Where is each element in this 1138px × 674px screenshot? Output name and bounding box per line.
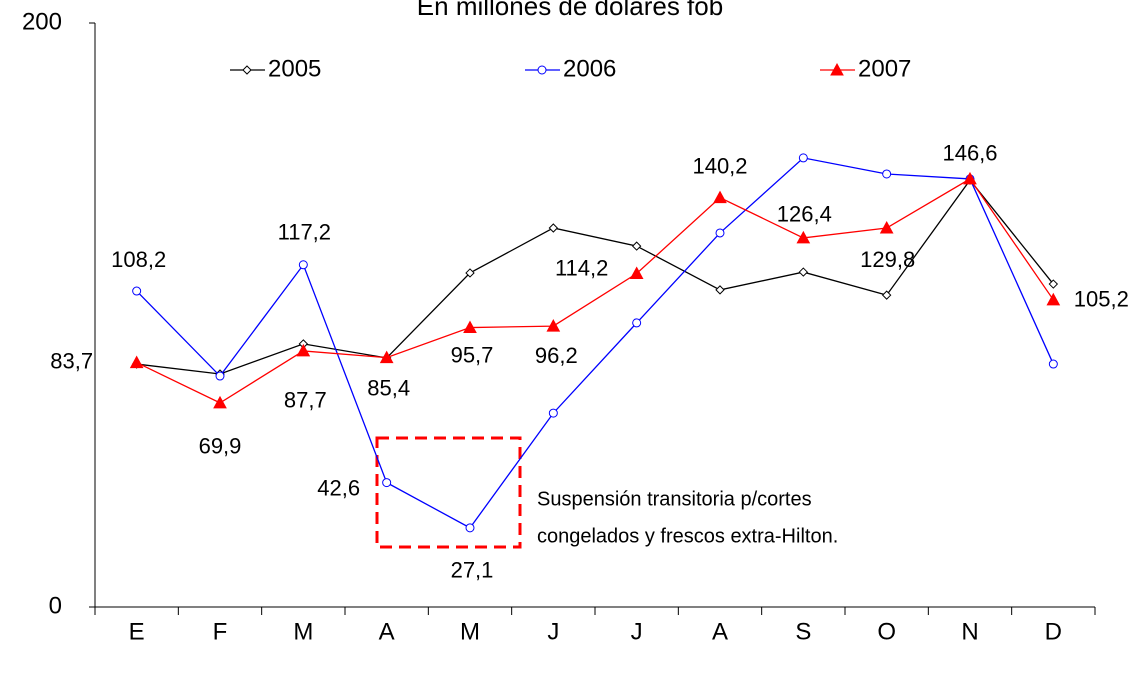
marker <box>537 65 547 75</box>
data-label: 83,7 <box>50 348 93 373</box>
x-tick-label: A <box>379 618 395 645</box>
data-label: 108,2 <box>111 247 166 272</box>
marker <box>1048 359 1058 369</box>
data-label: 129,8 <box>860 247 915 272</box>
x-tick-label: M <box>460 618 480 645</box>
x-tick-label: J <box>547 618 559 645</box>
legend-label: 2007 <box>858 55 911 82</box>
marker <box>632 318 642 328</box>
marker <box>129 355 144 369</box>
marker <box>796 230 811 244</box>
marker <box>1048 279 1059 289</box>
data-label: 146,6 <box>942 141 997 166</box>
marker <box>713 190 727 204</box>
series-line <box>136 179 1054 375</box>
marker <box>296 343 311 357</box>
x-tick-label: N <box>961 618 978 645</box>
highlight-box <box>375 436 522 549</box>
data-label: 126,4 <box>777 202 832 227</box>
data-label: 140,2 <box>692 153 747 178</box>
x-tick-label: J <box>631 618 643 645</box>
legend-label: 2005 <box>268 55 321 82</box>
data-label: 85,4 <box>367 375 410 400</box>
marker <box>546 319 561 332</box>
marker <box>882 169 892 179</box>
marker <box>798 267 809 277</box>
marker <box>465 268 475 278</box>
chart-title: En millones de dólares fob <box>417 0 723 21</box>
marker <box>213 395 227 409</box>
x-tick-label: S <box>795 618 811 645</box>
marker <box>963 171 977 185</box>
marker <box>548 408 558 418</box>
legend-label: 2006 <box>563 55 616 82</box>
marker <box>379 350 394 364</box>
annotation: congelados y frescos extra-Hilton. <box>537 525 838 547</box>
annotation: Suspensión transitoria p/cortes <box>537 488 812 510</box>
y-tick-label: 200 <box>22 8 62 35</box>
marker <box>629 266 644 280</box>
series-line <box>136 178 1054 404</box>
marker <box>715 285 725 295</box>
marker <box>798 153 808 163</box>
x-tick-label: D <box>1045 618 1062 645</box>
series-line <box>136 157 1054 529</box>
data-label: 95,7 <box>451 342 494 367</box>
marker <box>879 220 894 234</box>
marker <box>548 223 559 233</box>
marker <box>242 65 252 75</box>
marker <box>465 523 475 533</box>
x-tick-label: M <box>293 618 313 645</box>
data-label: 87,7 <box>284 388 327 413</box>
marker <box>715 228 725 238</box>
marker <box>298 260 308 270</box>
x-tick-label: A <box>712 618 728 645</box>
marker <box>463 320 477 334</box>
data-label: 42,6 <box>317 475 360 500</box>
marker <box>631 241 642 251</box>
data-label: 117,2 <box>278 220 331 245</box>
x-tick-label: E <box>129 618 145 645</box>
marker <box>382 478 392 488</box>
marker <box>830 62 844 76</box>
y-tick-label: 0 <box>49 592 62 619</box>
marker <box>215 371 225 381</box>
data-label: 96,2 <box>535 343 578 368</box>
marker <box>132 286 142 296</box>
data-label: 114,2 <box>555 255 608 280</box>
marker <box>881 290 892 300</box>
x-tick-label: O <box>877 618 896 645</box>
x-tick-label: F <box>213 618 228 645</box>
marker <box>1046 292 1061 306</box>
data-label: 69,9 <box>199 434 242 459</box>
data-label: 27,1 <box>451 558 494 583</box>
data-label: 105,2 <box>1074 287 1129 312</box>
